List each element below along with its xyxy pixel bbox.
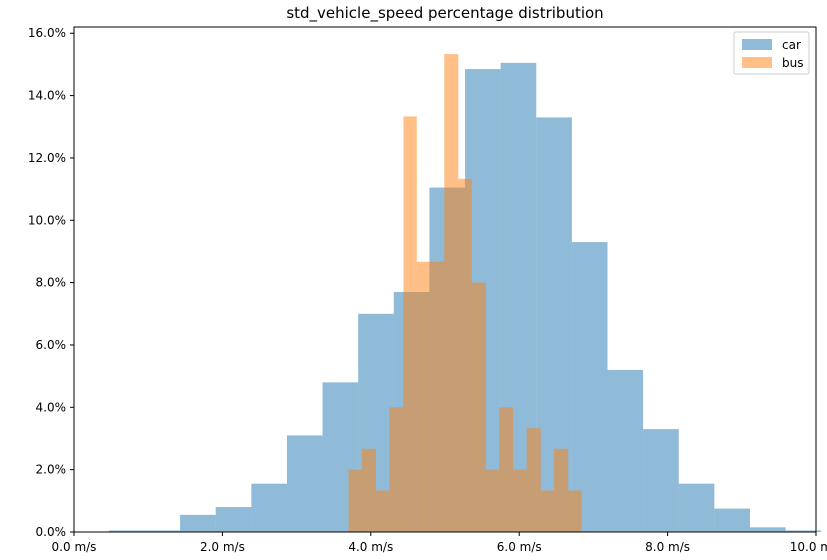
y-tick-label: 12.0% (28, 151, 66, 165)
bar-bus-10 (485, 469, 500, 532)
x-tick-label: 6.0 m/s (497, 540, 542, 554)
bars-layer (108, 54, 822, 533)
bar-bus-13 (526, 428, 541, 532)
x-tick-label: 2.0 m/s (200, 540, 245, 554)
bar-bus-3 (389, 407, 404, 532)
y-tick-label: 16.0% (28, 26, 66, 40)
axes-layer: 0.0 m/s 2.0 m/s 4.0 m/s 6.0 m/s 8.0 m/s 10.0 … (28, 26, 827, 554)
bar-car-15 (643, 429, 679, 532)
bar-car-16 (678, 483, 715, 532)
bar-bus-7 (444, 54, 459, 533)
bar-bus-6 (430, 261, 445, 532)
bar-car-3 (215, 507, 252, 532)
legend: car bus (733, 31, 810, 75)
bar-bus-15 (554, 448, 569, 532)
bar-bus-14 (540, 490, 555, 532)
bar-car-19 (785, 530, 822, 532)
bar-bus-12 (513, 469, 527, 532)
legend-swatch-car (742, 39, 772, 50)
x-tick-label: 8.0 m/s (645, 540, 690, 554)
bar-bus-16 (568, 490, 582, 532)
bar-car-14 (607, 369, 644, 532)
bar-bus-0 (348, 469, 362, 532)
y-tick-label: 2.0% (36, 463, 67, 477)
y-tick-label: 10.0% (28, 213, 66, 227)
bar-car-1 (144, 530, 181, 532)
bar-bus-8 (458, 178, 472, 533)
bar-bus-2 (375, 490, 390, 532)
x-tick-label: 4.0 m/s (348, 540, 393, 554)
bar-car-18 (749, 527, 786, 532)
y-tick-label: 6.0% (36, 338, 67, 352)
bar-car-17 (714, 508, 750, 532)
bar-car-4 (251, 483, 287, 532)
y-tick-label: 14.0% (28, 89, 66, 103)
bar-car-5 (286, 435, 323, 532)
chart-title: std_vehicle_speed percentage distributio… (286, 4, 603, 23)
bar-bus-1 (361, 448, 376, 532)
y-tick-label: 4.0% (36, 400, 67, 414)
bar-car-13 (571, 242, 608, 532)
bar-bus-4 (403, 116, 417, 532)
x-tick-label: 0.0 m/s (52, 540, 97, 554)
y-tick-label: 0.0% (36, 525, 67, 539)
x-tick-label: 10.0 m/s (790, 540, 827, 554)
legend-label-bus: bus (782, 56, 803, 70)
bar-car-2 (180, 514, 216, 532)
y-tick-label: 8.0% (36, 276, 67, 290)
plot-frame (73, 26, 817, 533)
bar-bus-5 (416, 261, 431, 532)
bar-car-0 (108, 530, 145, 532)
bar-bus-11 (499, 407, 514, 532)
bar-bus-9 (471, 282, 486, 532)
legend-swatch-bus (742, 57, 772, 68)
legend-label-car: car (782, 38, 801, 52)
